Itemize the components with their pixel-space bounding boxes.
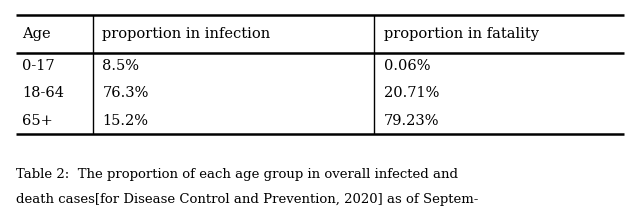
Text: 20.71%: 20.71% (384, 87, 440, 100)
Text: proportion in infection: proportion in infection (102, 27, 271, 41)
Text: 18-64: 18-64 (22, 87, 65, 100)
Text: 15.2%: 15.2% (102, 114, 148, 128)
Text: 0.06%: 0.06% (384, 59, 431, 73)
Text: Table 2:  The proportion of each age group in overall infected and: Table 2: The proportion of each age grou… (16, 168, 458, 181)
Text: 76.3%: 76.3% (102, 87, 148, 100)
Text: proportion in fatality: proportion in fatality (384, 27, 539, 41)
Text: 8.5%: 8.5% (102, 59, 140, 73)
Text: 65+: 65+ (22, 114, 53, 128)
Text: death cases[for Disease Control and Prevention, 2020] as of Septem-: death cases[for Disease Control and Prev… (16, 193, 478, 206)
Text: Age: Age (22, 27, 51, 41)
Text: 0-17: 0-17 (22, 59, 55, 73)
Text: 79.23%: 79.23% (384, 114, 440, 128)
